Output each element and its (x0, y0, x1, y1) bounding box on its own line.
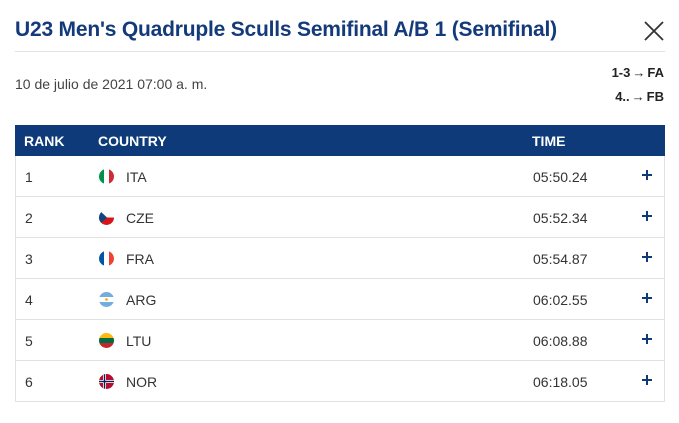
time-cell: 06:08.88 (533, 333, 588, 349)
time-cell: 05:52.34 (533, 210, 588, 226)
progression-places: 4.. (615, 89, 630, 104)
country-cell: NOR (126, 374, 158, 390)
rank-cell: 4 (25, 292, 33, 308)
progression-rule: 4.. → FB (615, 89, 664, 104)
arrow-right-icon: → (631, 89, 645, 104)
progression-final: FA (647, 65, 664, 80)
expand-plus-icon[interactable] (639, 208, 655, 224)
expand-plus-icon[interactable] (639, 167, 655, 183)
country-cell: LTU (126, 333, 152, 349)
table-row: 6 NOR 06:18.05 (15, 361, 665, 402)
page-title: U23 Men's Quadruple Sculls Semifinal A/B… (15, 18, 557, 41)
country-cell: ARG (126, 292, 157, 308)
italy-flag-icon (99, 169, 114, 184)
lithuania-flag-icon (99, 333, 114, 348)
rank-cell: 2 (25, 210, 33, 226)
table-header: RANK COUNTRY TIME (15, 125, 665, 156)
norway-flag-icon (99, 374, 114, 389)
expand-plus-icon[interactable] (639, 331, 655, 347)
race-date: 10 de julio de 2021 07:00 a. m. (15, 76, 208, 92)
country-cell: FRA (126, 251, 154, 267)
rank-cell: 3 (25, 251, 33, 267)
time-cell: 05:50.24 (533, 169, 588, 185)
table-row: 2 CZE 05:52.34 (15, 197, 665, 238)
table-row: 1 ITA 05:50.24 (15, 156, 665, 197)
table-row: 3 FRA 05:54.87 (15, 238, 665, 279)
expand-plus-icon[interactable] (639, 372, 655, 388)
progression-places: 1-3 (611, 65, 631, 80)
country-cell: ITA (126, 169, 147, 185)
france-flag-icon (99, 251, 114, 266)
header-country: COUNTRY (98, 133, 167, 149)
header-divider (15, 51, 665, 52)
progression-rule: 1-3 → FA (612, 65, 664, 80)
header-time: TIME (532, 133, 566, 149)
progression-final: FB (646, 89, 664, 104)
time-cell: 05:54.87 (533, 251, 588, 267)
country-cell: CZE (126, 210, 154, 226)
rank-cell: 1 (25, 169, 33, 185)
rank-cell: 6 (25, 374, 33, 390)
table-row: 5 LTU 06:08.88 (15, 320, 665, 361)
argentina-flag-icon (99, 292, 114, 307)
header-rank: RANK (24, 133, 65, 149)
expand-plus-icon[interactable] (639, 249, 655, 265)
table-row: 4 ARG 06:02.55 (15, 279, 665, 320)
time-cell: 06:18.05 (533, 374, 588, 390)
rank-cell: 5 (25, 333, 33, 349)
expand-plus-icon[interactable] (639, 290, 655, 306)
results-table: RANK COUNTRY TIME 1 ITA 05:50.24 2 CZE 0… (15, 125, 665, 402)
czech-flag-icon (99, 210, 114, 225)
arrow-right-icon: → (632, 65, 646, 80)
close-icon[interactable] (643, 20, 665, 42)
time-cell: 06:02.55 (533, 292, 588, 308)
